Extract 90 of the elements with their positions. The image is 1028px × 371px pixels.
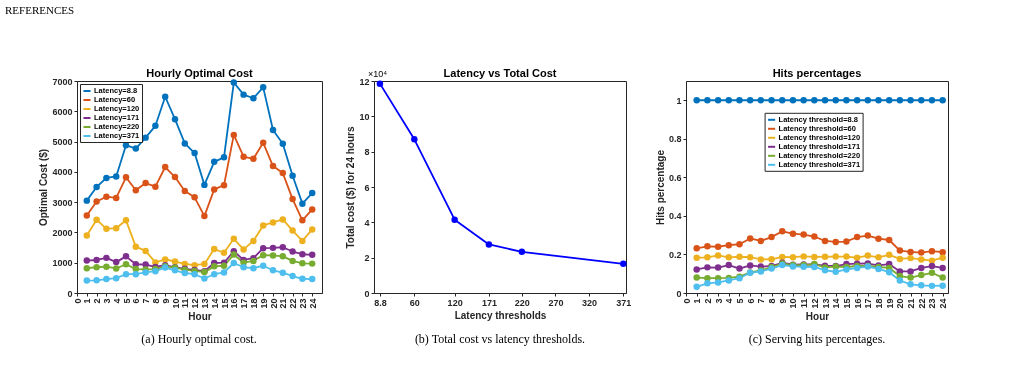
y-axis-title: Total cost ($) for 24 hours (345, 126, 357, 249)
chart-title: Latency vs Total Cost (443, 67, 557, 79)
y-tick-label: 4 (364, 217, 370, 228)
x-tick-label: 60 (409, 297, 420, 308)
x-tick-label: 11 (180, 298, 191, 309)
x-tick-label: 22 (288, 298, 299, 309)
x-tick-label: 8.8 (374, 297, 387, 308)
y-tick-label: 7000 (52, 76, 73, 87)
x-tick-label: 1 (82, 298, 93, 304)
x-axis-title: Latency thresholds (454, 309, 547, 321)
x-tick-label: 18 (248, 298, 259, 309)
x-tick-label: 16 (852, 298, 863, 309)
y-tick-label: 3000 (52, 197, 73, 208)
text: (b) Total cost vs latency thresholds. (414, 332, 586, 346)
x-tick-label: 17 (239, 298, 250, 309)
x-tick-label: 11 (799, 298, 810, 309)
x-tick-label: 15 (841, 298, 852, 309)
x-tick-label: 171 (481, 297, 497, 308)
x-tick-label: 20 (268, 298, 279, 309)
x-tick-label: 19 (884, 298, 895, 309)
y-tick-label: 1 (676, 95, 682, 106)
text: (c) Serving hits percentages. (748, 332, 886, 346)
y-tick-label: 8 (364, 147, 370, 158)
x-tick-label: 14 (831, 298, 842, 309)
y-tick-label: 0.4 (668, 211, 682, 222)
text: ×10⁴ (368, 69, 388, 79)
chart-title: Hourly Optimal Cost (146, 67, 254, 79)
x-tick-label: 24 (307, 298, 318, 309)
y-tick-label: 0.6 (668, 172, 682, 183)
y-tick-label: 2 (364, 253, 370, 264)
x-axis-title: Hour (188, 310, 212, 322)
x-tick-label: 3 (713, 298, 724, 304)
x-tick-label: 21 (906, 298, 917, 309)
x-tick-label: 6 (745, 298, 756, 304)
x-tick-label: 13 (199, 298, 210, 309)
y-tick-label: 0.2 (668, 249, 682, 260)
x-tick-label: 320 (582, 297, 598, 308)
x-tick-label: 13 (820, 298, 831, 309)
x-tick-label: 23 (297, 298, 308, 309)
x-tick-label: 1 (692, 298, 703, 304)
y-tick-label: 10 (359, 111, 370, 122)
x-tick-label: 5 (734, 298, 745, 304)
x-tick-label: 7 (756, 298, 767, 304)
x-tick-label: 12 (190, 298, 201, 309)
x-tick-label: 120 (447, 297, 463, 308)
x-tick-label: 10 (788, 298, 799, 309)
x-tick-label: 5 (121, 298, 132, 304)
y-tick-label: 6 (364, 182, 370, 193)
x-tick-label: 8 (767, 298, 778, 304)
x-tick-label: 4 (724, 298, 735, 304)
x-tick-label: 0 (72, 298, 83, 304)
x-tick-label: 6 (131, 298, 142, 304)
x-tick-label: 17 (863, 298, 874, 309)
x-tick-label: 23 (927, 298, 938, 309)
x-tick-label: 0 (681, 298, 692, 304)
text: (a) Hourly optimal cost. (141, 332, 257, 346)
y-axis-title: Hits percentage (654, 149, 666, 226)
x-tick-label: 14 (209, 298, 220, 309)
x-tick-label: 19 (258, 298, 269, 309)
x-tick-label: 8 (150, 298, 161, 304)
y-tick-label: 2000 (52, 227, 73, 238)
y-tick-label: 1000 (52, 258, 73, 269)
y-tick-label: 5000 (52, 137, 73, 148)
x-axis-title: Hour (805, 310, 830, 322)
x-tick-label: 22 (916, 298, 927, 309)
x-tick-label: 16 (229, 298, 240, 309)
x-tick-label: 15 (219, 298, 230, 309)
x-tick-label: 2 (702, 298, 713, 304)
x-tick-label: 18 (873, 298, 884, 309)
y-tick-label: 0.8 (668, 134, 682, 145)
y-axis-title: Optimal Cost ($) (38, 148, 50, 227)
x-tick-label: 9 (777, 298, 788, 304)
x-tick-label: 4 (111, 298, 122, 304)
x-tick-label: 3 (101, 298, 112, 304)
text: REFERENCES (5, 4, 75, 16)
chart-title: Hits percentages (772, 67, 862, 79)
y-tick-label: 4000 (52, 167, 73, 178)
x-tick-label: 12 (809, 298, 820, 309)
x-tick-label: 10 (170, 298, 181, 309)
x-tick-label: 2 (92, 298, 103, 304)
y-tick-label: 6000 (52, 106, 73, 117)
x-tick-label: 9 (160, 298, 171, 304)
y-tick-label: 12 (359, 76, 370, 87)
x-tick-label: 20 (895, 298, 906, 309)
x-tick-label: 21 (278, 298, 289, 309)
x-tick-label: 24 (938, 298, 949, 309)
x-tick-label: 371 (616, 297, 632, 308)
x-tick-label: 220 (514, 297, 530, 308)
x-tick-label: 270 (548, 297, 564, 308)
x-tick-label: 7 (141, 298, 152, 304)
